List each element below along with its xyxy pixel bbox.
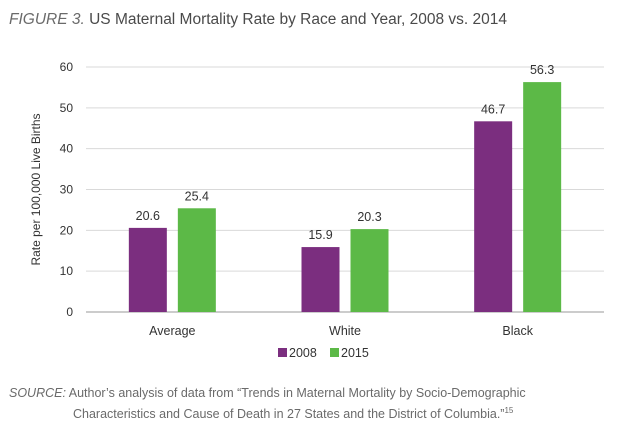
y-tick-label: 60 (60, 60, 74, 74)
bar-2015-white (350, 229, 389, 312)
legend-label: 2015 (341, 346, 369, 360)
source-label: SOURCE: (9, 386, 66, 400)
y-axis-label: Rate per 100,000 Live Births (29, 113, 43, 265)
bar-2015-black (523, 82, 562, 312)
figure-label: FIGURE 3. (9, 11, 85, 28)
data-label: 25.4 (185, 189, 209, 203)
bar-chart: 0 10 20 30 40 50 60 Rate per 100,000 Live Birth… (29, 60, 604, 360)
y-tick-label: 50 (60, 101, 74, 115)
source-line-2: Characteristics and Cause of Death in 27… (73, 407, 505, 422)
legend-swatch-2008 (278, 348, 287, 357)
bar-2015-average (177, 208, 216, 312)
data-label: 46.7 (481, 102, 505, 116)
source-line-1: Author’s analysis of data from “Trends i… (68, 386, 526, 400)
category-label: Black (502, 324, 533, 338)
category-label: Average (149, 324, 195, 338)
figure-title: US Maternal Mortality Rate by Race and Y… (89, 11, 507, 28)
bar-2008-black (474, 121, 513, 312)
category-label: White (329, 324, 361, 338)
source-footnote: 15 (504, 406, 514, 415)
source-note: SOURCE: Author’s analysis of data from “… (9, 385, 526, 423)
bar-2008-white (301, 247, 340, 312)
data-label: 56.3 (530, 63, 554, 77)
y-tick-label: 0 (66, 305, 73, 319)
data-label: 20.6 (136, 209, 160, 223)
legend-swatch-2015 (330, 348, 339, 357)
y-tick-label: 20 (60, 223, 74, 237)
data-label: 20.3 (357, 210, 381, 224)
bar-2008-average (128, 227, 167, 312)
chart-title: FIGURE 3. US Maternal Mortality Rate by … (9, 11, 507, 29)
y-tick-label: 40 (60, 142, 74, 156)
data-label: 15.9 (308, 228, 332, 242)
legend-label: 2008 (289, 346, 317, 360)
y-tick-label: 30 (60, 183, 74, 197)
y-tick-label: 10 (60, 264, 74, 278)
